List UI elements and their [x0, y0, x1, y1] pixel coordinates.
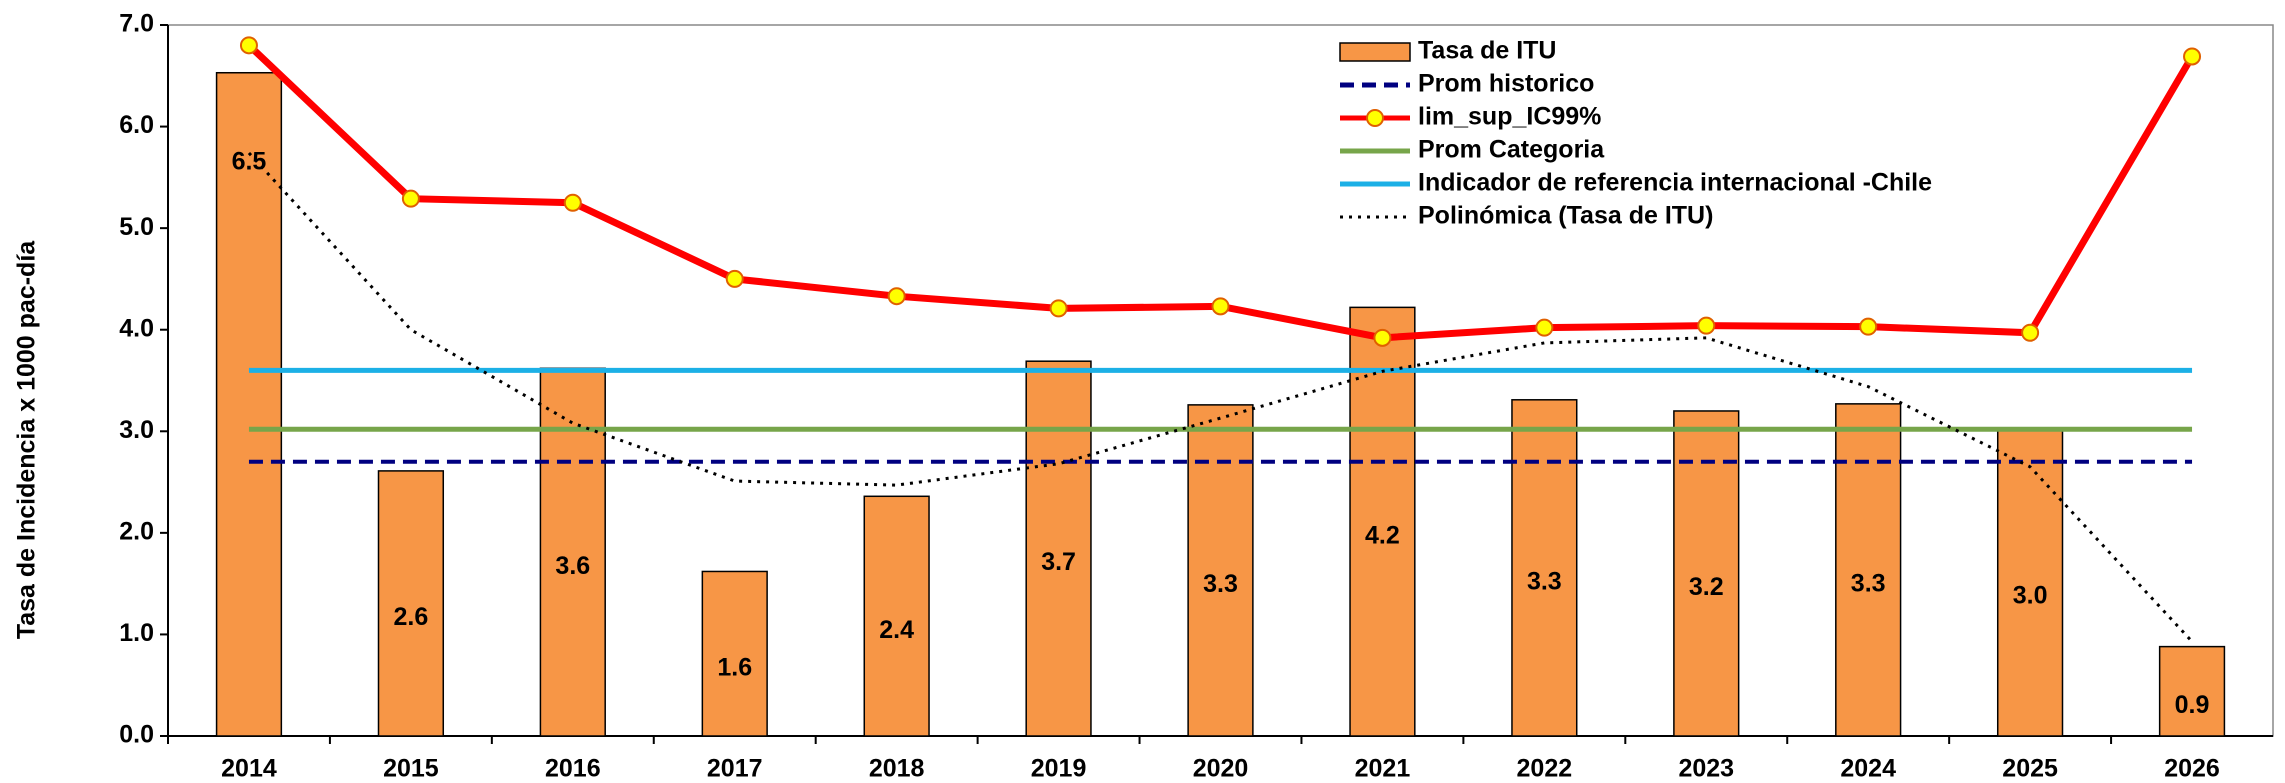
legend-label: Tasa de ITU: [1418, 37, 1556, 65]
bar: [1673, 410, 1740, 737]
data-label: 3.0: [2013, 582, 2048, 610]
y-tick-label: 6.0: [119, 111, 154, 139]
marker: [1535, 318, 1554, 337]
bar: [377, 470, 445, 737]
x-tick-label: 2025: [2002, 755, 2058, 783]
marker: [1049, 299, 1068, 318]
legend-label: Prom historico: [1418, 70, 1594, 98]
bar: [1025, 360, 1092, 737]
x-tick-label: 2014: [221, 755, 277, 783]
x-tick-label: 2021: [1355, 755, 1411, 783]
bar: [2158, 645, 2226, 737]
bar: [701, 570, 768, 737]
y-tick-label: 0.0: [119, 721, 154, 749]
series-line: [247, 151, 2194, 643]
bar: [1996, 427, 2064, 737]
y-tick-label: 2.0: [119, 517, 154, 545]
x-tick-label: 2017: [707, 755, 763, 783]
x-tick-label: 2016: [545, 755, 601, 783]
x-tick-label: 2020: [1193, 755, 1249, 783]
legend-label: Indicador de referencia internacional -C…: [1418, 169, 1932, 197]
data-label: 0.9: [2175, 691, 2210, 719]
marker: [887, 287, 906, 306]
data-label: 1.6: [717, 653, 752, 681]
x-tick-label: 2022: [1517, 755, 1573, 783]
marker: [725, 269, 744, 288]
data-label: 3.2: [1689, 573, 1724, 601]
bar: [1511, 399, 1578, 737]
y-tick-label: 1.0: [119, 619, 154, 647]
bar: [1349, 306, 1416, 737]
x-tick-label: 2026: [2164, 755, 2220, 783]
data-label: 3.6: [555, 552, 590, 580]
data-label: 3.7: [1041, 548, 1076, 576]
marker: [1697, 316, 1716, 335]
marker: [1211, 297, 1230, 316]
y-tick-label: 7.0: [119, 10, 154, 38]
data-label: 4.2: [1365, 521, 1400, 549]
marker: [2183, 47, 2202, 66]
x-tick-label: 2015: [383, 755, 439, 783]
bar: [215, 71, 283, 737]
y-axis-label: Tasa de Incidencia x 1000 pac-día: [13, 240, 41, 639]
legend-label: lim_sup_IC99%: [1418, 103, 1601, 131]
legend-marker: [1366, 109, 1384, 127]
data-label: 2.6: [394, 603, 429, 631]
y-tick-label: 5.0: [119, 213, 154, 241]
legend-label: Prom Categoria: [1418, 136, 1605, 164]
data-label: 6.5: [232, 147, 267, 175]
x-tick-label: 2019: [1031, 755, 1087, 783]
data-label: 3.3: [1203, 570, 1238, 598]
legend-swatch: [1339, 42, 1411, 62]
marker: [1373, 328, 1392, 347]
marker: [401, 189, 420, 208]
y-tick-label: 3.0: [119, 416, 154, 444]
data-label: 3.3: [1527, 568, 1562, 596]
x-tick-label: 2018: [869, 755, 925, 783]
legend-label: Polinómica (Tasa de ITU): [1418, 202, 1713, 230]
marker: [1859, 317, 1878, 336]
x-tick-label: 2023: [1678, 755, 1734, 783]
bar: [863, 495, 930, 737]
bar: [1835, 403, 1902, 737]
data-label: 3.3: [1851, 570, 1886, 598]
marker: [239, 36, 258, 55]
data-label: 2.4: [879, 616, 914, 644]
y-tick-label: 4.0: [119, 314, 154, 342]
marker: [563, 193, 582, 212]
x-tick-label: 2024: [1840, 755, 1896, 783]
marker: [2021, 323, 2040, 342]
